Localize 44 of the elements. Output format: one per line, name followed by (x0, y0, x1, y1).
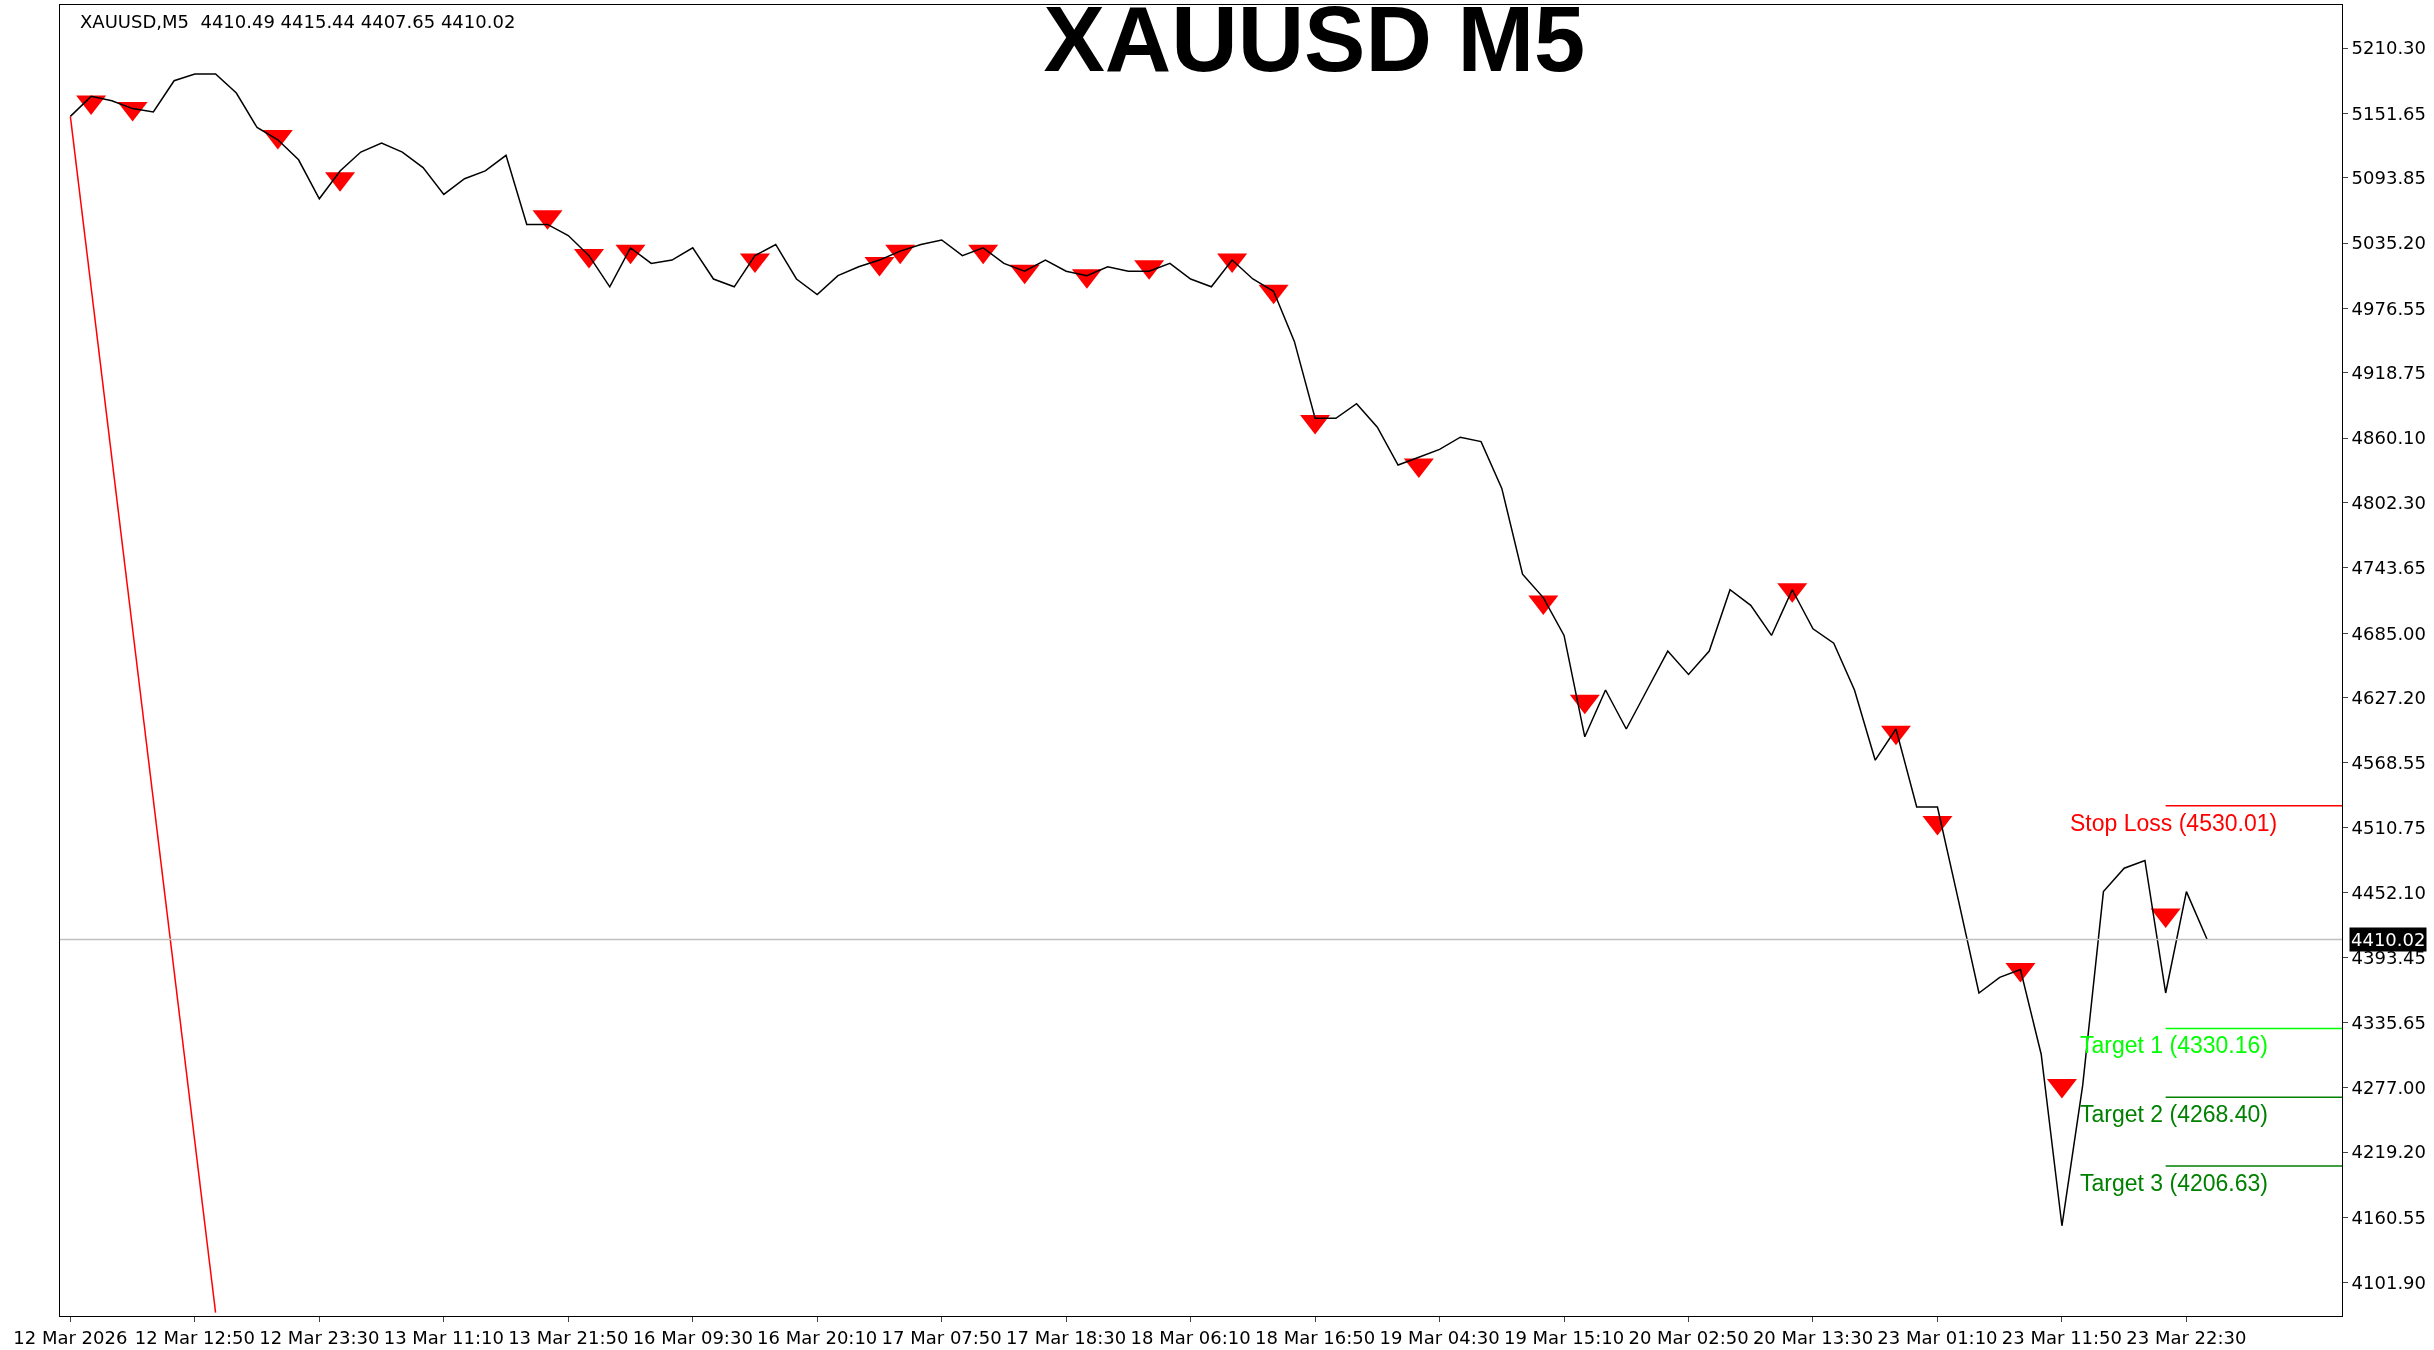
x-tick-label: 20 Mar 13:30 (1752, 1326, 1874, 1348)
x-tick-label: 23 Mar 22:30 (2126, 1326, 2247, 1348)
y-tick-label: 5210.30 (2351, 37, 2427, 59)
y-tick-label: 4393.45 (2351, 947, 2427, 969)
x-tick-label: 16 Mar 09:30 (632, 1326, 753, 1348)
ref-line-label: 4410.02 (2351, 929, 2426, 950)
y-tick-label: 5093.85 (2351, 167, 2427, 189)
y-tick-label: 4918.75 (2351, 362, 2427, 384)
y-tick-label: 5035.20 (2351, 232, 2427, 254)
y-tick-label: 4568.55 (2351, 752, 2427, 774)
y-tick-label: 4510.75 (2351, 816, 2427, 838)
x-tick-label: 17 Mar 18:30 (1006, 1326, 1127, 1348)
annotation: XAUUSD,M5 4410.49 4415.44 4407.65 4410.02 (80, 11, 516, 32)
ref-line-label: Stop Loss (4530.01) (2070, 810, 2278, 836)
x-tick-label: 12 Mar 2026 (13, 1326, 128, 1348)
x-tick-label: 13 Mar 21:50 (508, 1326, 629, 1348)
x-tick-label: 23 Mar 01:10 (1877, 1326, 1998, 1348)
x-tick-label: 12 Mar 12:50 (134, 1326, 255, 1348)
x-tick-label: 19 Mar 15:10 (1503, 1326, 1625, 1348)
x-tick-label: 16 Mar 20:10 (757, 1326, 878, 1348)
y-tick-label: 4452.10 (2351, 881, 2427, 903)
x-tick-label: 13 Mar 11:10 (383, 1326, 504, 1348)
chart-title: XAUUSD M5 (1043, 0, 1586, 91)
y-tick-label: 4627.20 (2351, 686, 2427, 708)
y-tick-label: 4802.30 (2351, 491, 2427, 513)
x-tick-label: 23 Mar 11:50 (2001, 1326, 2123, 1348)
x-tick-label: 18 Mar 16:50 (1255, 1326, 1376, 1348)
x-tick-label: 19 Mar 04:30 (1379, 1326, 1500, 1348)
y-tick-label: 4277.00 (2351, 1076, 2427, 1098)
y-tick-label: 4101.90 (2351, 1272, 2427, 1293)
x-tick-label: 17 Mar 07:50 (881, 1326, 1002, 1348)
ref-line-label: Target 3 (4206.63) (2080, 1170, 2268, 1196)
x-tick-label: 18 Mar 06:10 (1130, 1326, 1251, 1348)
y-tick-label: 4743.65 (2351, 557, 2427, 579)
y-tick-label: 4219.20 (2351, 1141, 2427, 1163)
x-tick-label: 20 Mar 02:50 (1628, 1326, 1749, 1348)
ref-line-label: Target 2 (4268.40) (2080, 1101, 2268, 1127)
y-tick-label: 5151.65 (2351, 102, 2427, 124)
y-tick-label: 4335.65 (2351, 1011, 2427, 1033)
y-tick-label: 4160.55 (2351, 1206, 2427, 1228)
y-tick-label: 4860.10 (2351, 427, 2427, 449)
y-tick-label: 4976.55 (2351, 297, 2427, 319)
y-tick-label: 4685.00 (2351, 622, 2427, 644)
x-tick-label: 12 Mar 23:30 (259, 1326, 380, 1348)
